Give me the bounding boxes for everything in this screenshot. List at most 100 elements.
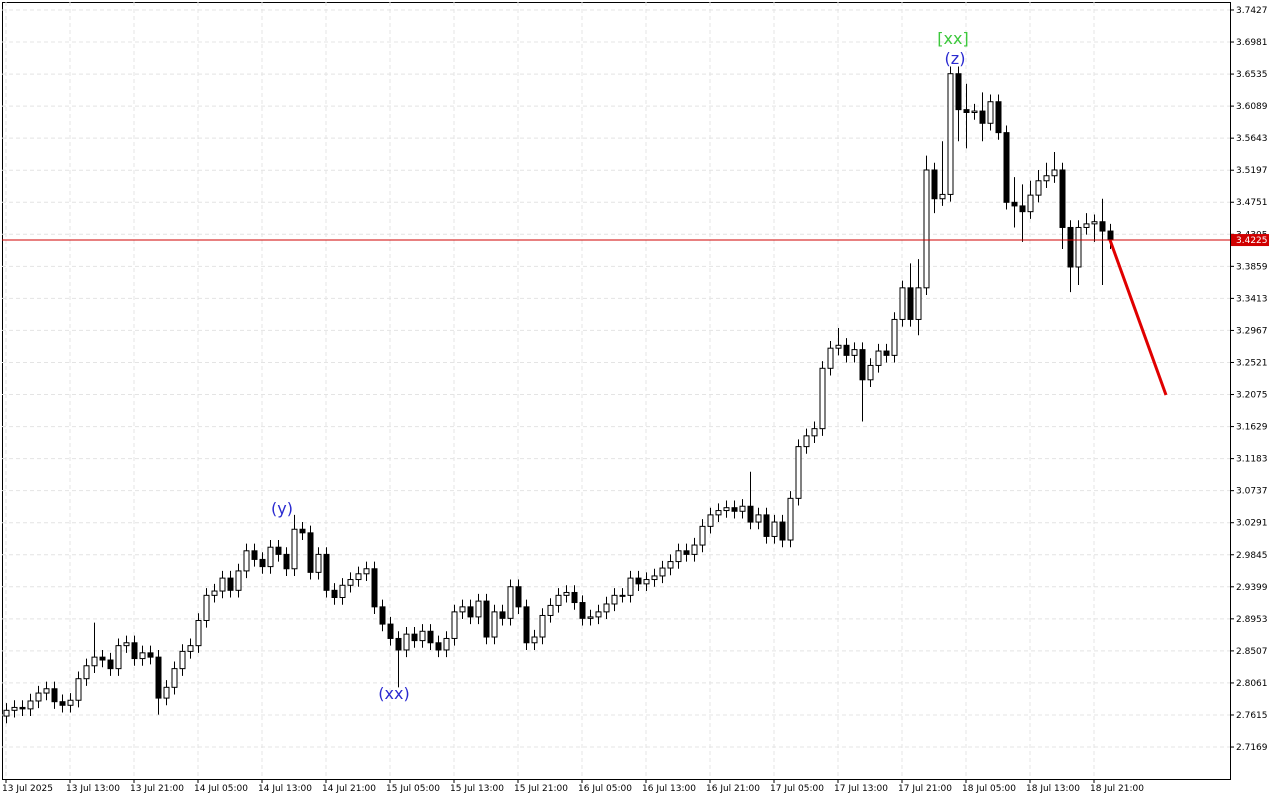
candle-body: [275, 546, 282, 555]
candle-body: [443, 637, 450, 651]
y-tick-label: 3.3413: [1236, 294, 1268, 304]
candle-body: [891, 318, 898, 356]
candle-body: [659, 567, 666, 577]
candle-body: [947, 73, 954, 195]
candle-body: [259, 558, 266, 568]
candle-body: [523, 606, 530, 644]
candle-body: [435, 642, 442, 651]
y-tick-label: 2.8061: [1236, 679, 1268, 689]
candle-body: [499, 611, 506, 619]
candle-body: [299, 528, 306, 534]
wave-label: (xx): [378, 684, 409, 703]
candle-body: [763, 514, 770, 537]
y-tick-label: 3.3859: [1236, 262, 1268, 272]
candle-body: [11, 706, 18, 711]
y-tick-label: 3.1629: [1236, 423, 1268, 433]
candle-body: [347, 579, 354, 586]
candle-body: [1019, 205, 1026, 213]
candle-body: [555, 594, 562, 606]
x-tick-label: 15 Jul 05:00: [386, 784, 440, 794]
candle-body: [27, 700, 34, 710]
x-tick-label: 14 Jul 13:00: [258, 784, 312, 794]
candle-body: [51, 688, 58, 703]
candle-body: [1051, 169, 1058, 177]
candle-body: [1059, 169, 1066, 228]
candle-body: [507, 586, 514, 619]
candle-body: [715, 510, 722, 516]
x-tick-label: 13 Jul 13:00: [66, 784, 120, 794]
wave-label: [xx]: [937, 29, 968, 48]
x-tick-label: 18 Jul 05:00: [962, 784, 1016, 794]
x-tick-label: 14 Jul 21:00: [322, 784, 376, 794]
candle-body: [83, 665, 90, 680]
candle-body: [923, 169, 930, 289]
candle-body: [371, 568, 378, 608]
candle-body: [195, 619, 202, 647]
candle-body: [515, 586, 522, 608]
candle-body: [1099, 221, 1106, 232]
y-tick-label: 2.8953: [1236, 615, 1268, 625]
wave-label: (z): [945, 49, 966, 68]
candle-body: [491, 611, 498, 638]
candle-body: [963, 109, 970, 114]
candle-body: [611, 594, 618, 605]
candle-body: [939, 193, 946, 200]
y-tick-label: 2.9399: [1236, 583, 1268, 593]
candle-body: [1043, 175, 1050, 182]
x-tick-label: 16 Jul 13:00: [642, 784, 696, 794]
x-tick-label: 17 Jul 05:00: [770, 784, 824, 794]
candle-body: [395, 637, 402, 651]
candle-body: [155, 656, 162, 699]
y-tick-label: 3.6981: [1236, 38, 1268, 48]
candle-body: [211, 590, 218, 596]
candle-body: [835, 344, 842, 349]
candle-body: [811, 428, 818, 437]
y-tick-label: 3.2967: [1236, 326, 1268, 336]
y-tick-label: 3.6089: [1236, 102, 1268, 112]
candle-body: [587, 616, 594, 619]
candle-body: [203, 594, 210, 621]
candle-body: [419, 630, 426, 642]
y-tick-label: 2.8507: [1236, 647, 1268, 657]
candle-body: [739, 505, 746, 512]
candle-body: [67, 699, 74, 706]
y-tick-label: 2.7169: [1236, 743, 1268, 753]
candle-body: [187, 645, 194, 652]
candle-body: [843, 344, 850, 356]
candle-body: [115, 645, 122, 670]
candle-body: [291, 528, 298, 570]
candle-body: [43, 688, 50, 694]
y-tick-label: 2.9845: [1236, 551, 1268, 561]
candle-body: [339, 584, 346, 599]
candle-body: [411, 633, 418, 642]
candle-body: [251, 550, 258, 560]
candle-body: [467, 606, 474, 618]
current-price-box: [1231, 234, 1269, 247]
candle-body: [603, 603, 610, 613]
y-tick-label: 3.0291: [1236, 519, 1268, 529]
candle-body: [707, 514, 714, 527]
candle-body: [107, 659, 114, 670]
candle-body: [771, 521, 778, 537]
candle-body: [283, 553, 290, 570]
forecast-line: [1108, 239, 1168, 396]
candle-body: [803, 435, 810, 448]
candle-body: [755, 514, 762, 523]
candle-body: [235, 570, 242, 591]
candle-body: [75, 678, 82, 701]
candle-body: [875, 350, 882, 366]
candle-body: [579, 602, 586, 619]
candle-body: [35, 692, 42, 702]
y-tick-label: 3.2075: [1236, 391, 1268, 401]
candle-body: [827, 347, 834, 369]
candle-body: [1075, 226, 1082, 268]
x-tick-label: 15 Jul 13:00: [450, 784, 504, 794]
candle-body: [1035, 180, 1042, 196]
x-tick-label: 13 Jul 21:00: [130, 784, 184, 794]
candle-body: [851, 349, 858, 356]
candle-body: [179, 650, 186, 670]
candle-body: [907, 287, 914, 320]
candle-body: [859, 349, 866, 381]
candle-body: [243, 550, 250, 572]
